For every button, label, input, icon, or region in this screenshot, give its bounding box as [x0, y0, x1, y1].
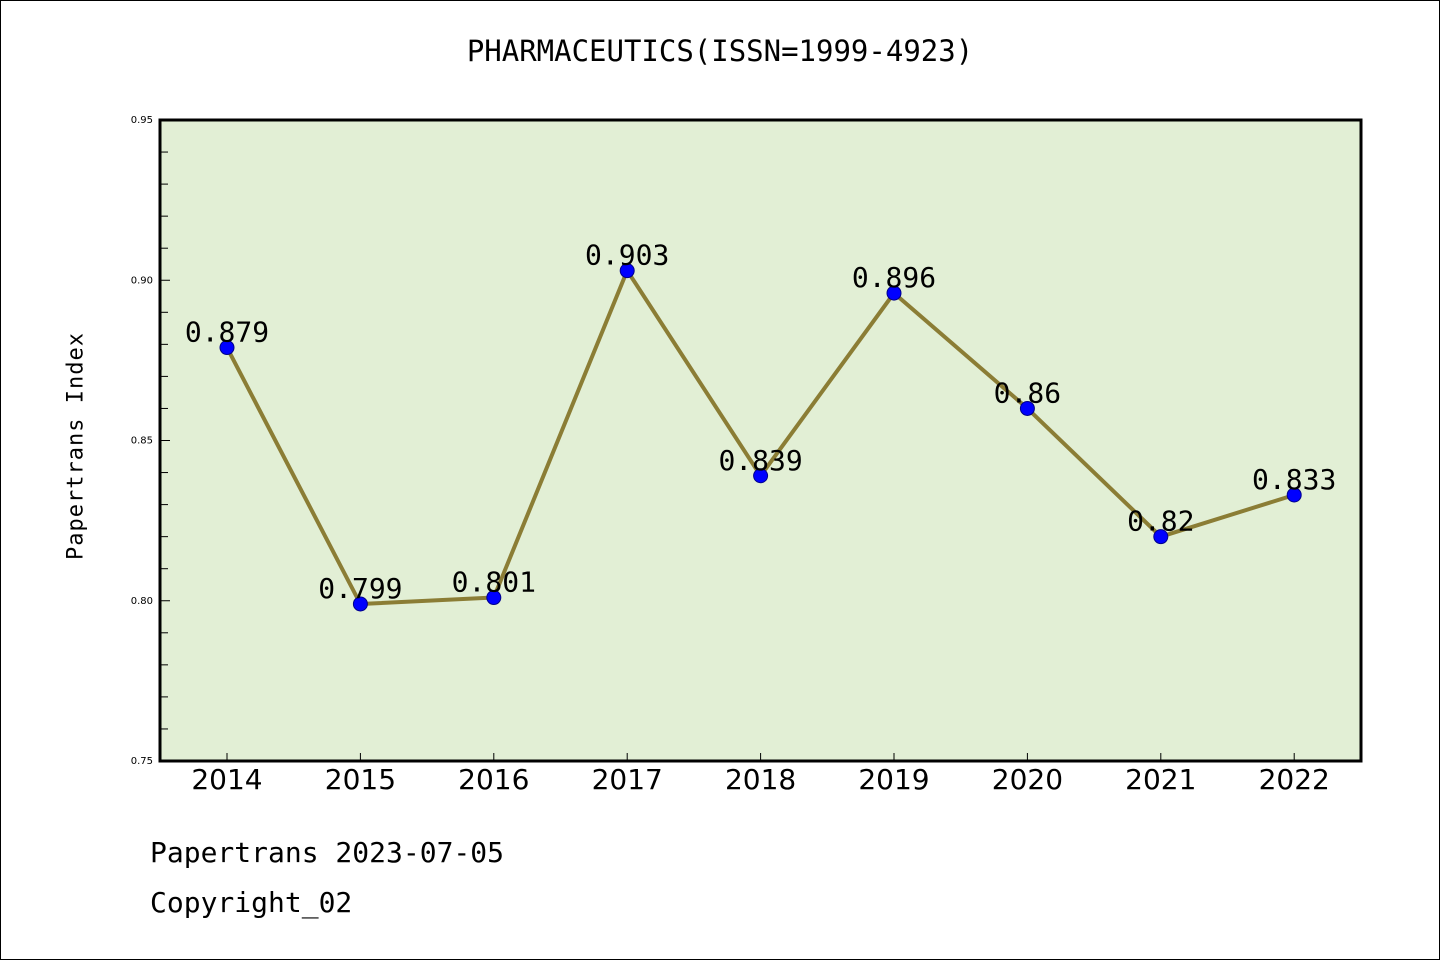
data-label: 0.82	[1127, 505, 1194, 538]
y-tick-label: 0.95	[131, 115, 153, 126]
data-label: 0.799	[318, 572, 402, 605]
y-tick-label: 0.75	[131, 756, 153, 767]
data-point	[1019, 400, 1035, 416]
y-tick-label: 0.90	[131, 275, 153, 286]
data-point	[886, 285, 902, 301]
data-point	[753, 468, 769, 484]
data-label: 0.833	[1252, 463, 1336, 496]
footer-date: Papertrans 2023-07-05	[150, 836, 505, 869]
y-tick-label: 0.80	[131, 596, 153, 607]
footer-copyright: Copyright_02	[150, 886, 353, 919]
markers	[219, 263, 1302, 612]
data-labels: 0.879 0.799 0.801 0.903 0.839 0.896 0.86 0.82 0.…	[185, 239, 1336, 605]
x-tick-label: 2021	[1125, 763, 1196, 796]
plot-area	[158, 118, 1363, 763]
data-point	[1153, 529, 1169, 545]
x-tick-label: 2018	[725, 763, 796, 796]
data-point	[1286, 487, 1302, 503]
x-tick-label: 2022	[1259, 763, 1330, 796]
data-label: 0.903	[585, 239, 669, 272]
x-tick-label: 2016	[458, 763, 529, 796]
data-point	[486, 590, 502, 606]
x-tick-label: 2015	[325, 763, 396, 796]
chart-title: PHARMACEUTICS(ISSN=1999-4923)	[466, 34, 974, 68]
data-label: 0.86	[994, 376, 1061, 409]
x-tick-label: 2019	[858, 763, 929, 796]
data-point	[219, 340, 235, 356]
y-ticks: 0.75 0.80 0.85 0.90 0.95	[131, 115, 170, 767]
x-tick-label: 2014	[191, 763, 262, 796]
x-tick-label: 2020	[992, 763, 1063, 796]
data-label: 0.839	[718, 444, 802, 477]
y-tick-label: 0.85	[131, 436, 153, 447]
data-point	[352, 596, 368, 612]
data-point	[619, 263, 635, 279]
x-tick-label: 2017	[592, 763, 663, 796]
data-label: 0.801	[452, 566, 536, 599]
data-label: 0.896	[852, 261, 936, 294]
x-ticks: 2014 2015 2016 2017 2018 2019 2020 2021 2022	[191, 753, 1330, 796]
data-label: 0.879	[185, 316, 269, 349]
